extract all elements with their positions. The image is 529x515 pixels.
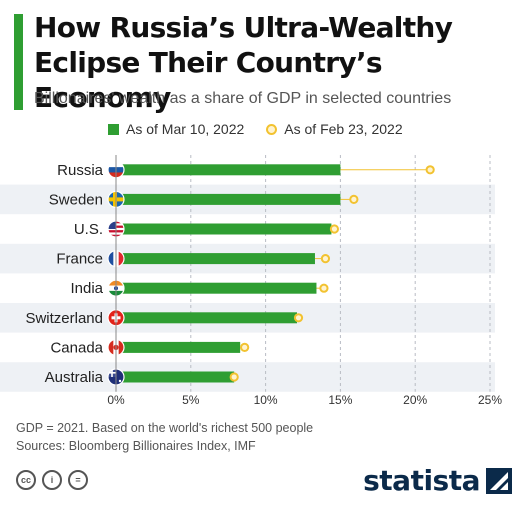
legend-item-mar: As of Mar 10, 2022 [108, 121, 244, 137]
category-label: Switzerland [25, 310, 103, 327]
category-label: France [56, 251, 103, 268]
category-label: Russia [57, 162, 104, 179]
feb-marker [229, 372, 239, 382]
bar [116, 282, 317, 294]
legend-label-mar: As of Mar 10, 2022 [126, 121, 245, 137]
cc-icon: cc [16, 470, 36, 490]
x-tick-label: 15% [328, 393, 352, 407]
x-tick-label: 10% [254, 393, 278, 407]
footnote: GDP = 2021. Based on the world's richest… [16, 421, 314, 435]
bar [116, 312, 298, 324]
chart-subtitle: Billionaires' wealth as a share of GDP i… [34, 90, 452, 107]
legend-bar-swatch [108, 123, 119, 135]
bar [116, 253, 315, 265]
no-derivatives-icon: = [68, 470, 88, 490]
category-label: U.S. [74, 221, 103, 238]
chart-title: How Russia’s Ultra-Wealthy Eclipse Their… [34, 11, 453, 114]
category-label: India [70, 280, 103, 297]
feb-marker [320, 254, 331, 264]
bar [116, 164, 341, 176]
bar [116, 371, 235, 383]
feb-marker [329, 224, 340, 234]
license-icons: cc i = [16, 470, 94, 490]
feb-marker [319, 283, 329, 293]
attribution-icon: i [42, 470, 62, 490]
x-tick-label: 20% [403, 393, 427, 407]
bar-chart: Russia Sweden U.S. France India Switzerland Ca… [0, 155, 502, 407]
bar [116, 223, 332, 235]
feb-marker [293, 313, 304, 323]
legend-label-feb: As of Feb 23, 2022 [284, 121, 403, 137]
x-tick-label: 5% [182, 393, 200, 407]
bar [116, 193, 341, 205]
sources: Sources: Bloomberg Billionaires Index, I… [16, 439, 256, 453]
legend-item-feb: As of Feb 23, 2022 [266, 121, 403, 137]
x-tick-label: 0% [107, 393, 125, 407]
feb-marker [240, 342, 250, 352]
statista-brand: statista [363, 464, 512, 497]
category-label: Australia [45, 369, 104, 386]
feb-marker [349, 194, 359, 205]
row-band [0, 362, 495, 392]
brand-name: statista [363, 464, 480, 497]
category-label: Canada [50, 339, 103, 356]
accent-bar [14, 14, 23, 110]
category-label: Sweden [49, 191, 103, 208]
statista-logo-icon [486, 467, 512, 494]
x-tick-label: 25% [478, 393, 502, 407]
legend: As of Mar 10, 2022 As of Feb 23, 2022 [108, 121, 425, 137]
legend-dot-swatch [266, 123, 278, 135]
bar [116, 341, 241, 353]
feb-marker [425, 165, 435, 175]
